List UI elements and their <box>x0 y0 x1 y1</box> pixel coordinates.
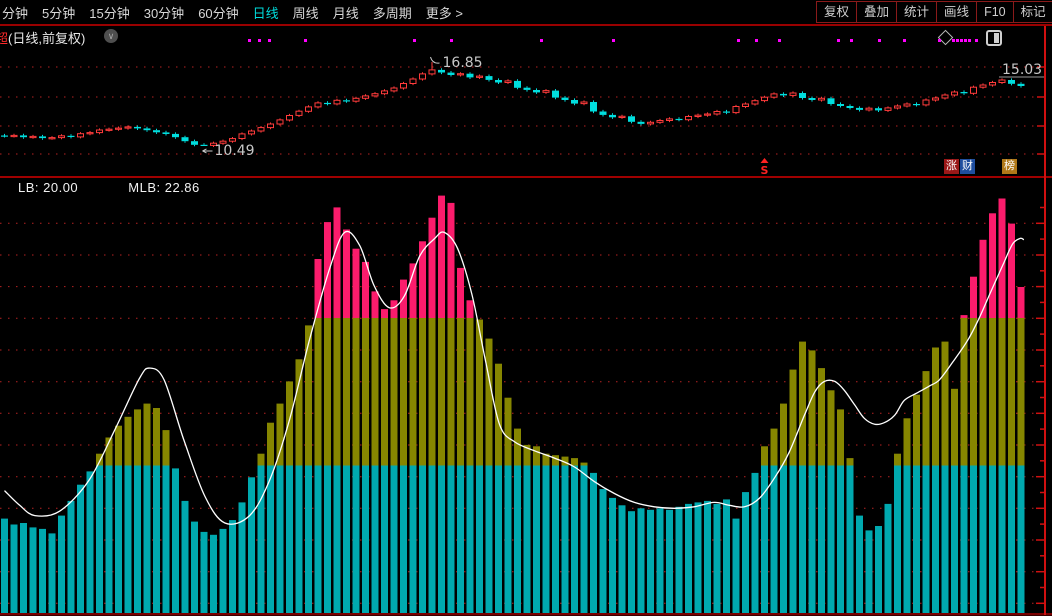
event-dot <box>952 39 955 42</box>
candlestick-chart[interactable]: 16.85 10.49 15.03 S <box>0 46 1052 176</box>
event-dot <box>540 39 543 42</box>
event-dot <box>975 39 978 42</box>
event-dot <box>850 39 853 42</box>
event-dot <box>964 39 967 42</box>
tab-more[interactable]: 更多 > <box>425 5 463 21</box>
tab-5min[interactable]: 5分钟 <box>42 5 76 21</box>
event-dot <box>968 39 971 42</box>
event-dot <box>938 39 941 42</box>
event-dot <box>903 39 906 42</box>
event-dot <box>737 39 740 42</box>
event-dot <box>248 39 251 42</box>
period-tabs: 分钟 5分钟 15分钟 30分钟 60分钟 日线 周线 月线 多周期 更多 > <box>2 0 477 24</box>
event-dot <box>778 39 781 42</box>
svg-text:16.85: 16.85 <box>443 55 483 71</box>
mark-button[interactable]: 标记 <box>1012 1 1052 23</box>
event-dot <box>258 39 261 42</box>
badge-cai[interactable]: 财 <box>960 159 975 174</box>
event-dot <box>268 39 271 42</box>
tab-60min[interactable]: 60分钟 <box>198 5 239 21</box>
statistics-button[interactable]: 统计 <box>896 1 938 23</box>
draw-line-button[interactable]: 画线 <box>936 1 978 23</box>
toolbar-buttons: 复权 叠加 统计 画线 F10 标记 +自选 <box>816 1 1052 23</box>
tab-monthly[interactable]: 月线 <box>332 5 359 21</box>
event-dot <box>837 39 840 42</box>
tab-multi-period[interactable]: 多周期 <box>372 5 412 21</box>
badge-zhang[interactable]: 涨 <box>944 159 959 174</box>
title-row: 超 (日线,前复权) ∨ <box>0 26 1052 46</box>
overlay-button[interactable]: 叠加 <box>856 1 898 23</box>
event-dot <box>755 39 758 42</box>
window-restore-icon[interactable] <box>986 30 1002 46</box>
event-dot <box>878 39 881 42</box>
diamond-icon[interactable] <box>937 29 954 46</box>
f10-button[interactable]: F10 <box>976 1 1014 23</box>
event-dot <box>612 39 615 42</box>
indicator-labels: LB: 20.00 MLB: 22.86 <box>18 180 246 195</box>
tab-30min[interactable]: 30分钟 <box>143 5 185 21</box>
tab-weekly[interactable]: 周线 <box>292 5 319 21</box>
adjust-price-button[interactable]: 复权 <box>816 1 858 23</box>
event-dot <box>960 39 963 42</box>
svg-text:S: S <box>761 164 769 176</box>
tab-daily[interactable]: 日线 <box>252 5 279 21</box>
event-dot <box>956 39 959 42</box>
event-dot <box>450 39 453 42</box>
lb-value-label: LB: 20.00 <box>18 180 79 195</box>
svg-text:15.03: 15.03 <box>1002 62 1042 78</box>
toolbar: 分钟 5分钟 15分钟 30分钟 60分钟 日线 周线 月线 多周期 更多 > … <box>0 0 1052 24</box>
stock-name-fragment: 超 <box>0 31 9 46</box>
mlb-value-label: MLB: 22.86 <box>128 180 200 195</box>
price-axis-line <box>1044 26 1046 615</box>
tab-minute[interactable]: 分钟 <box>2 5 29 21</box>
badge-bang[interactable]: 榜 <box>1002 159 1017 174</box>
chart-mode-label: (日线,前复权) <box>8 31 86 46</box>
toolbar-divider <box>0 24 1052 26</box>
pane-divider[interactable] <box>0 175 1052 178</box>
tab-15min[interactable]: 15分钟 <box>89 5 130 21</box>
svg-text:10.49: 10.49 <box>215 143 255 159</box>
chevron-down-icon[interactable]: ∨ <box>104 29 118 43</box>
indicator-chart[interactable] <box>0 177 1052 616</box>
event-dot <box>413 39 416 42</box>
event-dot <box>304 39 307 42</box>
